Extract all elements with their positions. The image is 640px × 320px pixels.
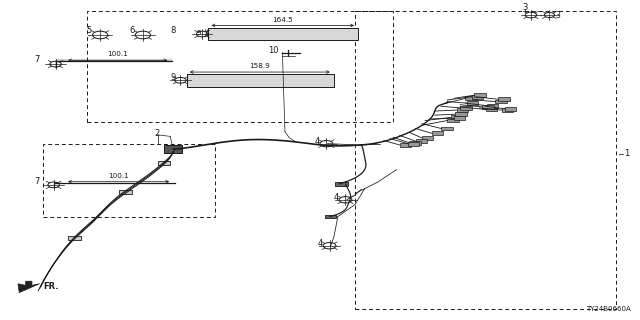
Bar <box>502 108 513 112</box>
Bar <box>495 100 507 103</box>
Text: 2: 2 <box>155 129 160 138</box>
Text: 4: 4 <box>334 193 339 202</box>
Bar <box>43 144 215 217</box>
Text: 5: 5 <box>86 26 92 35</box>
Bar <box>422 136 433 140</box>
Bar <box>119 190 132 194</box>
Bar <box>474 93 486 97</box>
Bar <box>335 182 348 186</box>
Text: 164.5: 164.5 <box>273 17 293 23</box>
Bar <box>472 95 483 99</box>
Text: 4: 4 <box>318 239 323 248</box>
Bar <box>451 116 462 119</box>
Bar <box>409 141 420 145</box>
Bar <box>487 104 499 108</box>
Bar <box>454 116 465 120</box>
Bar <box>457 108 468 112</box>
Text: 3: 3 <box>556 11 561 20</box>
Bar <box>483 105 494 109</box>
Text: 7: 7 <box>35 177 40 186</box>
Text: 4: 4 <box>315 137 320 146</box>
Bar <box>441 127 452 130</box>
Text: 10: 10 <box>268 46 278 55</box>
Text: 3: 3 <box>522 3 528 12</box>
Bar <box>460 106 472 110</box>
Bar <box>157 161 170 165</box>
Text: 9: 9 <box>170 73 175 82</box>
Bar <box>455 112 467 116</box>
Bar <box>499 97 510 101</box>
Text: 8: 8 <box>170 26 175 35</box>
Text: TY24B0660A: TY24B0660A <box>586 306 631 312</box>
Text: 6: 6 <box>130 26 135 35</box>
Bar <box>164 145 182 153</box>
Text: 1: 1 <box>625 149 630 158</box>
Bar <box>505 107 516 111</box>
Bar <box>399 143 411 147</box>
Bar <box>68 236 81 240</box>
Text: 158.9: 158.9 <box>250 63 270 69</box>
Text: 100.1: 100.1 <box>108 172 129 179</box>
Polygon shape <box>18 281 40 292</box>
Bar <box>408 142 419 146</box>
Text: FR.: FR. <box>43 283 58 292</box>
Bar <box>88 11 394 122</box>
Bar <box>355 11 616 309</box>
Bar <box>486 108 497 111</box>
Text: 9: 9 <box>197 30 202 36</box>
Bar <box>447 119 459 123</box>
Text: 100.1: 100.1 <box>108 51 128 57</box>
Bar <box>431 131 443 135</box>
Bar <box>467 101 478 105</box>
Bar <box>325 215 336 219</box>
Bar <box>187 74 334 87</box>
Bar <box>209 28 358 40</box>
Text: 7: 7 <box>35 55 40 64</box>
Bar <box>415 139 427 143</box>
Bar <box>465 96 477 100</box>
